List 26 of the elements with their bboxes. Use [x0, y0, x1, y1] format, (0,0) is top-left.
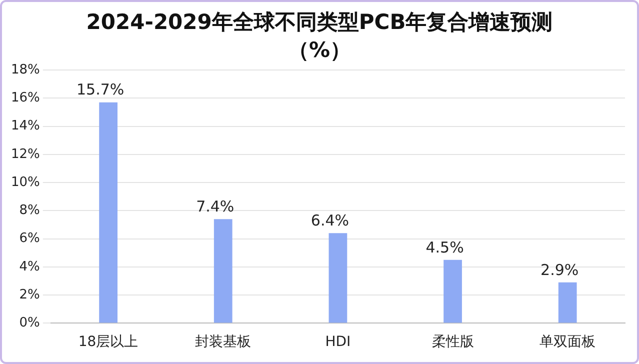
x-tick-label: HDI	[325, 334, 351, 350]
bar	[214, 219, 232, 323]
y-tick-label: 16%	[10, 90, 40, 106]
data-label: 4.5%	[426, 238, 464, 256]
data-label: 6.4%	[310, 212, 349, 230]
data-label: 2.9%	[540, 260, 579, 279]
y-tick-label: 14%	[10, 118, 40, 134]
bar	[99, 102, 118, 323]
bar	[444, 260, 462, 323]
x-tick-label: 柔性版	[432, 334, 474, 350]
y-tick-label: 6%	[19, 231, 40, 246]
x-tick-label: 单双面板	[540, 334, 596, 350]
x-tick-label: 18层以上	[78, 334, 138, 350]
y-tick-label: 4%	[19, 259, 40, 274]
chart-title: 2024-2029年全球不同类型PCB年复合增速预测（%）	[85, 9, 554, 64]
y-tick-label: 2%	[19, 287, 40, 302]
y-tick-label: 10%	[10, 174, 40, 190]
y-tick-label: 12%	[10, 146, 40, 162]
data-label: 15.7%	[76, 80, 124, 99]
bar	[558, 282, 577, 323]
x-tick-label: 封装基板	[195, 334, 252, 350]
y-tick-label: 18%	[10, 62, 40, 78]
bar	[328, 233, 348, 323]
y-tick-label: 0%	[19, 316, 40, 331]
y-tick-label: 8%	[19, 203, 40, 218]
data-label: 7.4%	[196, 197, 234, 216]
